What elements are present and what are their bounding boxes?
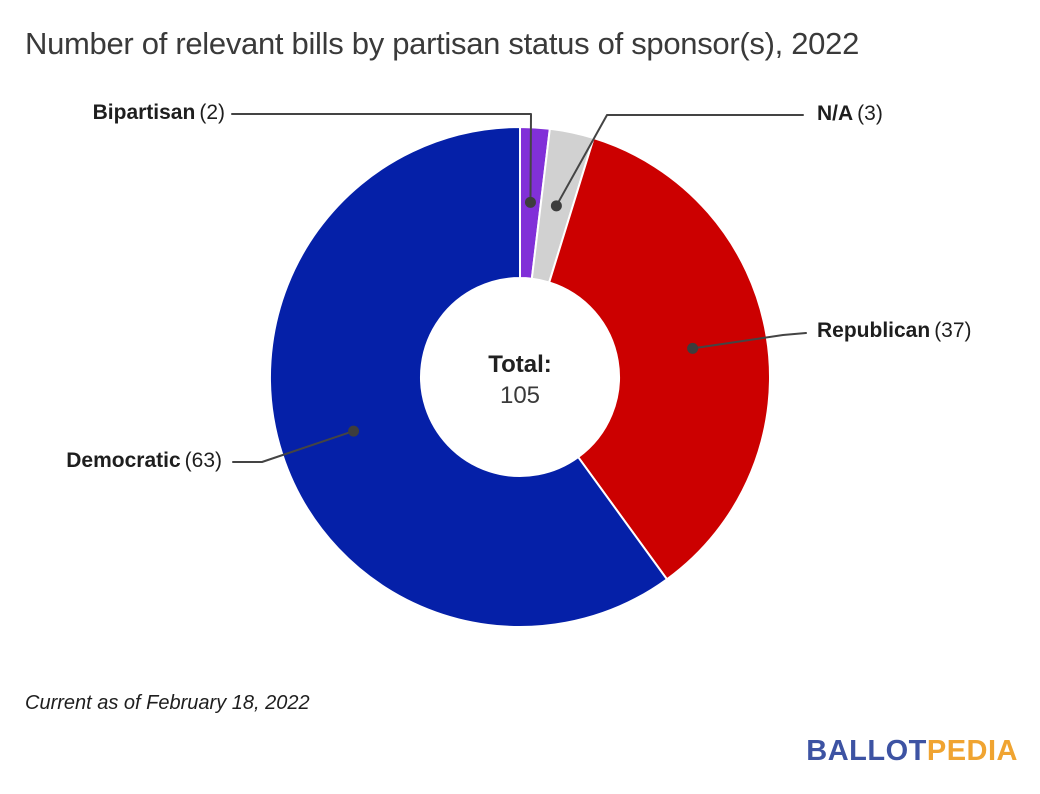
donut-center-text: Total: 105 bbox=[420, 349, 620, 411]
leader-dot-n-a bbox=[550, 200, 562, 212]
donut-center-label: Total: bbox=[488, 351, 552, 378]
slice-label-count: (63) bbox=[184, 449, 222, 472]
donut-slice-democratic bbox=[268, 125, 669, 628]
leader-line-democratic bbox=[232, 430, 355, 463]
logo-text-ballot: BALLOT bbox=[806, 735, 927, 767]
ballotpedia-logo: BALLOTPEDIA bbox=[806, 735, 1018, 768]
slice-label-democratic: Democratic (63) bbox=[66, 449, 222, 473]
donut-slice-republican bbox=[547, 136, 771, 581]
leader-line-n-a bbox=[555, 114, 804, 207]
leader-dot-bipartisan bbox=[524, 196, 536, 208]
slice-label-count: (2) bbox=[199, 101, 225, 124]
leader-line-republican bbox=[691, 332, 807, 350]
donut-center-value: 105 bbox=[499, 382, 541, 409]
slice-label-bipartisan: Bipartisan (2) bbox=[93, 101, 225, 125]
slice-label-republican: Republican (37) bbox=[817, 319, 972, 343]
leader-dot-democratic bbox=[348, 425, 360, 437]
slice-label-name: Bipartisan bbox=[92, 101, 196, 124]
logo-text-pedia: PEDIA bbox=[926, 735, 1018, 767]
slice-label-na: N/A (3) bbox=[817, 102, 883, 126]
slice-label-count: (3) bbox=[857, 102, 883, 125]
chart-title: Number of relevant bills by partisan sta… bbox=[25, 26, 860, 61]
slice-label-name: Democratic bbox=[66, 449, 181, 472]
slice-label-name: N/A bbox=[817, 102, 854, 125]
leader-dot-republican bbox=[687, 342, 699, 354]
leader-line-bipartisan bbox=[231, 113, 532, 204]
footnote: Current as of February 18, 2022 bbox=[25, 692, 310, 714]
slice-label-count: (37) bbox=[934, 319, 972, 342]
slice-label-name: Republican bbox=[817, 319, 931, 342]
